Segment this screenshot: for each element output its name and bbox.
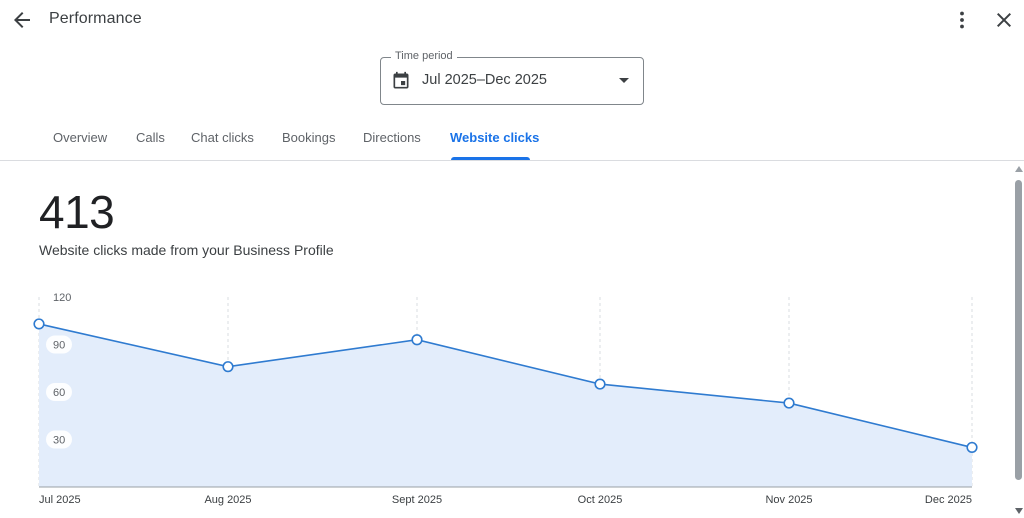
tab-website-clicks[interactable]: Website clicks — [450, 130, 540, 145]
y-tick-label-bg — [46, 335, 72, 354]
scroll-up-arrow[interactable] — [1015, 166, 1023, 172]
data-point[interactable] — [411, 334, 423, 346]
scroll-down-arrow[interactable] — [1015, 508, 1023, 514]
more-options-button[interactable] — [950, 8, 974, 32]
back-button[interactable] — [10, 8, 34, 32]
data-point[interactable] — [222, 361, 234, 373]
arrow-back-icon — [14, 12, 30, 28]
y-tick-label: 60 — [53, 387, 65, 399]
close-button[interactable] — [992, 8, 1016, 32]
scroll-thumb[interactable] — [1015, 180, 1022, 480]
active-tab-indicator — [451, 157, 530, 160]
data-point[interactable] — [33, 318, 45, 330]
data-point[interactable] — [966, 441, 978, 454]
x-tick-label: Aug 2025 — [204, 494, 251, 506]
website-clicks-chart: 120 90 60 30 Jul 2025 Aug 2025 Sept 2025 Oct 2… — [33, 292, 978, 506]
tab-calls[interactable]: Calls — [136, 130, 165, 145]
x-tick-label: Oct 2025 — [578, 494, 623, 506]
metric-total: 413 — [39, 186, 115, 238]
y-tick-label: 30 — [53, 435, 65, 447]
metric-tabs: Overview Calls Chat clicks Bookings Dire… — [0, 120, 1024, 161]
close-icon — [997, 13, 1011, 27]
tab-chat-clicks[interactable]: Chat clicks — [191, 130, 254, 145]
vertical-scrollbar[interactable] — [1012, 162, 1024, 518]
metric-description: Website clicks made from your Business P… — [39, 242, 334, 258]
data-point[interactable] — [783, 397, 795, 409]
more-vert-icon — [960, 11, 964, 29]
calendar-icon — [393, 71, 409, 89]
y-tick-label-bg — [46, 383, 72, 401]
x-tick-label: Jul 2025 — [39, 494, 81, 506]
time-period-value: Jul 2025–Dec 2025 — [422, 72, 547, 88]
x-tick-label: Dec 2025 — [925, 494, 972, 506]
y-tick-label-bg — [46, 430, 72, 449]
dropdown-caret-icon — [619, 78, 629, 83]
x-tick-label: Sept 2025 — [392, 494, 442, 506]
tab-bookings[interactable]: Bookings — [282, 130, 336, 145]
y-tick-label: 90 — [53, 340, 65, 352]
time-period-label: Time period — [391, 50, 457, 62]
tab-overview[interactable]: Overview — [53, 130, 108, 145]
header: Performance — [0, 0, 1024, 40]
chart-area-fill — [39, 323, 972, 487]
x-tick-label: Nov 2025 — [765, 494, 812, 506]
data-point[interactable] — [594, 378, 606, 390]
chart-series-line — [38, 323, 973, 449]
page-title: Performance — [49, 10, 142, 27]
y-tick-label: 120 — [53, 292, 71, 304]
tab-directions[interactable]: Directions — [363, 130, 421, 145]
time-period-select[interactable]: Time period Jul 2025–Dec 2025 — [380, 50, 644, 105]
